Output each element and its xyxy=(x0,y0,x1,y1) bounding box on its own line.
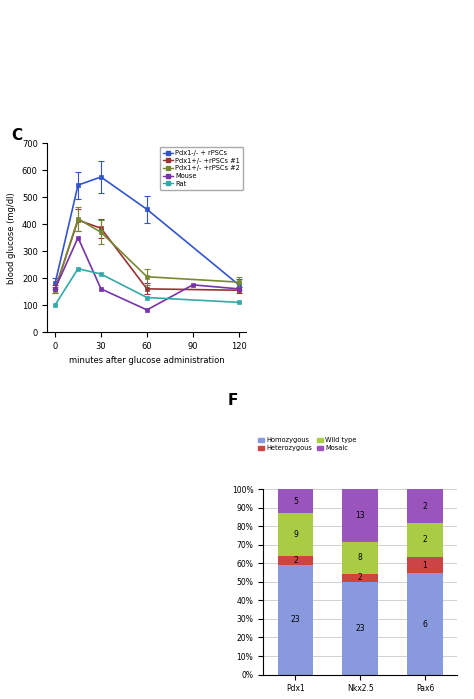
Bar xyxy=(407,523,443,556)
Pdx1+/- +rPSCs #1 xyxy=(75,216,81,224)
Mouse xyxy=(52,284,58,293)
Pdx1-/- + rPSCs xyxy=(236,280,242,289)
Line: Pdx1+/- +rPSCs #1: Pdx1+/- +rPSCs #1 xyxy=(53,217,241,293)
Legend: Homozygous, Heterozygous, Wild type, Mosaic: Homozygous, Heterozygous, Wild type, Mos… xyxy=(257,436,358,453)
Pdx1+/- +rPSCs #2 xyxy=(98,228,104,236)
Line: Pdx1-/- + rPSCs: Pdx1-/- + rPSCs xyxy=(53,175,241,287)
Mouse xyxy=(190,280,196,289)
Bar xyxy=(342,489,378,542)
Pdx1+/- +rPSCs #2 xyxy=(144,273,150,281)
Rat xyxy=(52,301,58,309)
Line: Rat: Rat xyxy=(53,266,241,308)
Pdx1-/- + rPSCs xyxy=(144,206,150,214)
Bar xyxy=(407,489,443,523)
Text: 2: 2 xyxy=(293,556,298,565)
Bar xyxy=(278,489,313,513)
Pdx1-/- + rPSCs xyxy=(52,280,58,288)
Rat xyxy=(144,294,150,302)
Mouse xyxy=(98,284,104,293)
Bar xyxy=(407,573,443,675)
Bar xyxy=(278,513,313,556)
Rat xyxy=(98,270,104,278)
Mouse xyxy=(144,305,150,314)
Pdx1+/- +rPSCs #1 xyxy=(98,224,104,232)
Rat xyxy=(75,264,81,273)
Mouse xyxy=(75,233,81,242)
Pdx1+/- +rPSCs #2 xyxy=(75,215,81,223)
Pdx1-/- + rPSCs xyxy=(75,181,81,189)
Bar xyxy=(342,574,378,582)
Text: 2: 2 xyxy=(423,502,428,511)
Text: 2: 2 xyxy=(423,535,428,545)
Line: Mouse: Mouse xyxy=(53,236,241,312)
Bar xyxy=(342,582,378,675)
Pdx1-/- + rPSCs xyxy=(98,173,104,181)
Pdx1+/- +rPSCs #2 xyxy=(236,278,242,287)
Mouse xyxy=(236,284,242,293)
X-axis label: minutes after glucose administration: minutes after glucose administration xyxy=(69,356,225,366)
Pdx1+/- +rPSCs #2 xyxy=(52,286,58,294)
Text: 13: 13 xyxy=(356,511,365,520)
Line: Pdx1+/- +rPSCs #2: Pdx1+/- +rPSCs #2 xyxy=(53,217,241,293)
Bar xyxy=(278,565,313,675)
Y-axis label: blood glucose (mg/dl): blood glucose (mg/dl) xyxy=(7,192,16,284)
Text: 23: 23 xyxy=(356,624,365,633)
Bar xyxy=(407,556,443,573)
Legend: Pdx1-/- + rPSCs, Pdx1+/- +rPSCs #1, Pdx1+/- +rPSCs #2, Mouse, Rat: Pdx1-/- + rPSCs, Pdx1+/- +rPSCs #1, Pdx1… xyxy=(160,147,243,190)
Text: C: C xyxy=(11,128,23,143)
Text: 9: 9 xyxy=(293,530,298,539)
Text: 5: 5 xyxy=(293,497,298,505)
Bar xyxy=(278,556,313,565)
Rat xyxy=(236,298,242,307)
Text: 1: 1 xyxy=(423,561,428,570)
Text: 23: 23 xyxy=(291,615,300,624)
Pdx1+/- +rPSCs #1 xyxy=(144,284,150,293)
Bar xyxy=(342,542,378,574)
Text: 8: 8 xyxy=(358,553,363,562)
Text: F: F xyxy=(228,393,238,408)
Pdx1+/- +rPSCs #1 xyxy=(52,284,58,293)
Text: 6: 6 xyxy=(423,619,428,628)
Pdx1+/- +rPSCs #1 xyxy=(236,286,242,294)
Text: 2: 2 xyxy=(358,573,363,582)
